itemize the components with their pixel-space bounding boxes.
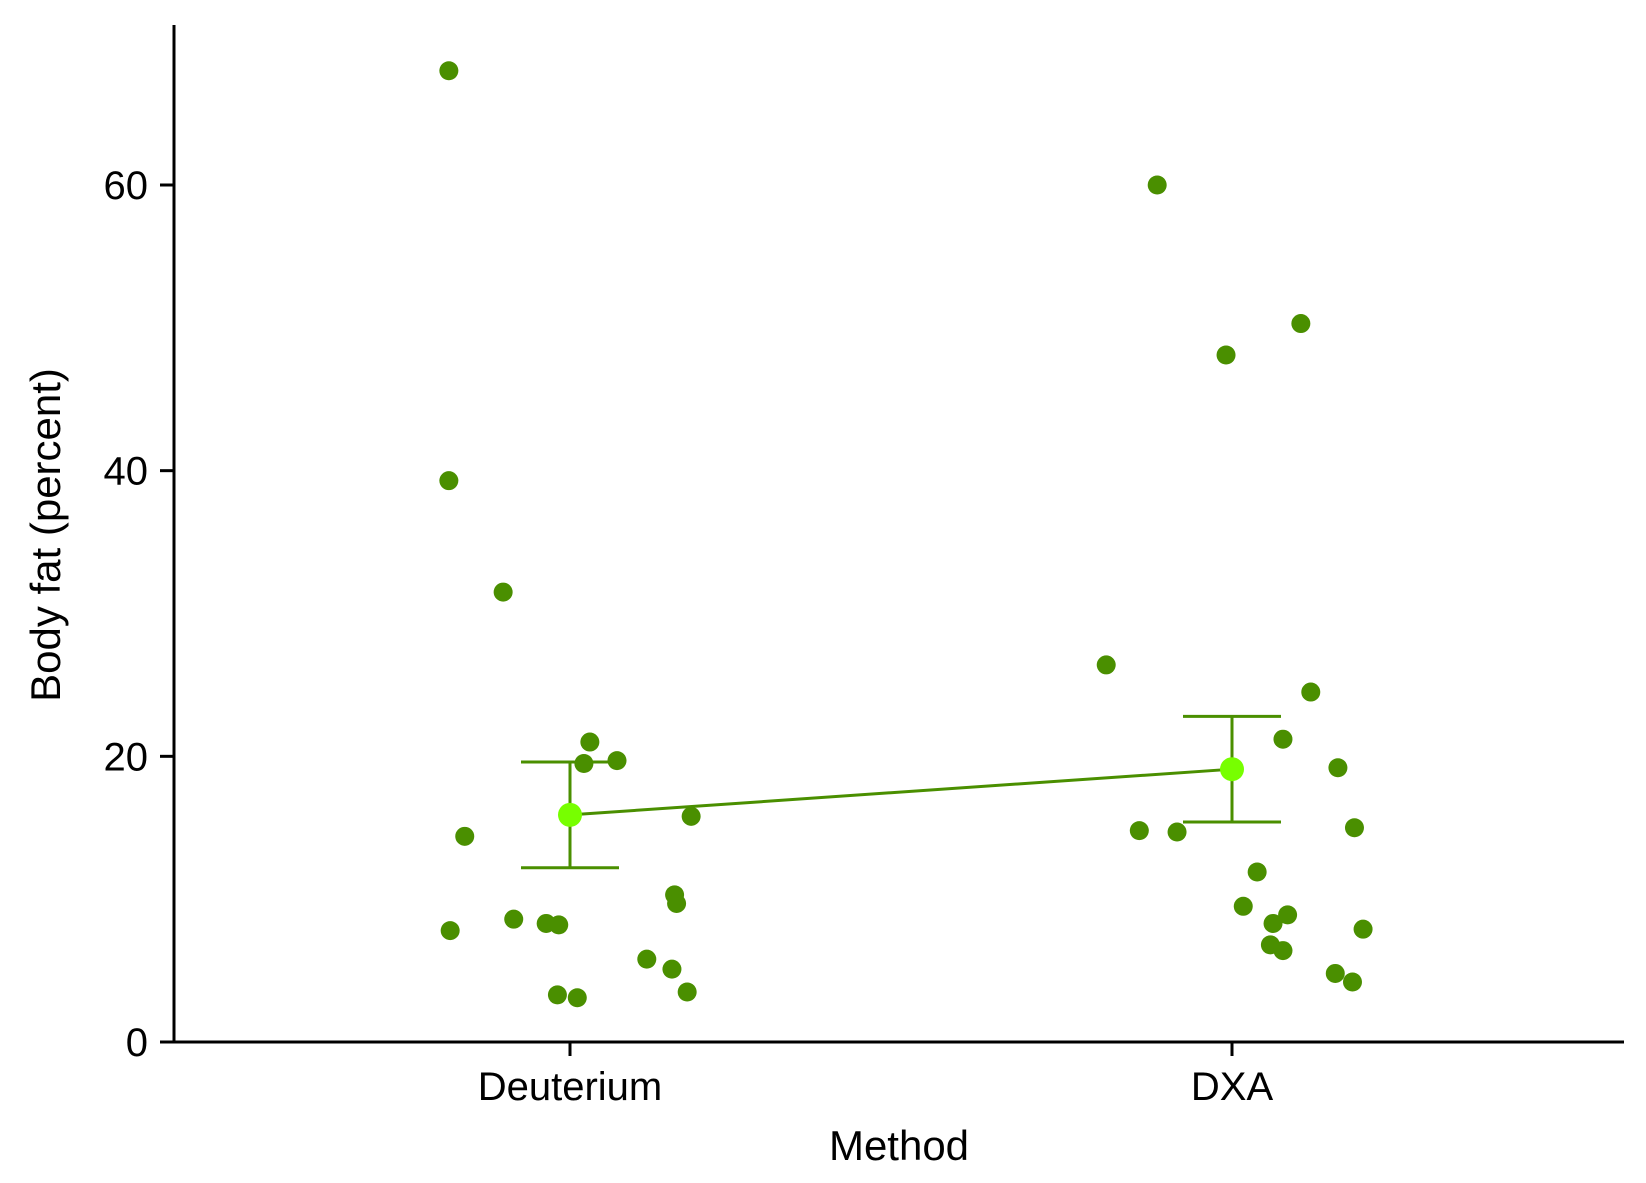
data-point (547, 985, 567, 1005)
data-point (439, 61, 459, 81)
data-point (1096, 655, 1116, 675)
mean-layer (521, 714, 1281, 870)
y-axis-title: Body fat (percent) (22, 368, 69, 702)
x-ticks: Deuterium DXA (478, 1042, 1274, 1109)
data-point (667, 893, 687, 913)
y-tick-label: 0 (126, 1021, 148, 1065)
data-point (1167, 822, 1187, 842)
y-tick-label: 20 (104, 735, 149, 779)
mean-connector-line (569, 767, 1233, 817)
data-point (455, 826, 475, 846)
data-point (1129, 821, 1149, 841)
data-point (1328, 758, 1348, 778)
axes (172, 25, 1624, 1044)
data-point (1291, 314, 1311, 334)
data-point (549, 915, 569, 935)
data-point (1344, 818, 1364, 838)
data-point (1247, 862, 1267, 882)
mean-point (1220, 757, 1244, 782)
data-point (1233, 896, 1253, 916)
data-point (1278, 905, 1298, 925)
data-point (1301, 682, 1321, 702)
y-tick-label: 40 (104, 450, 149, 494)
data-point (681, 806, 701, 826)
plot-area (439, 61, 1373, 1008)
data-point (567, 988, 587, 1008)
data-point (1353, 919, 1373, 939)
data-point (1342, 972, 1362, 992)
data-point (504, 909, 524, 929)
data-point (677, 982, 697, 1002)
x-tick-label: Deuterium (478, 1065, 663, 1109)
data-point (1325, 963, 1345, 983)
y-tick-label: 60 (104, 164, 149, 208)
data-point (440, 921, 460, 941)
data-point (637, 949, 657, 969)
data-point (1273, 941, 1293, 961)
data-point (662, 959, 682, 979)
data-point (1263, 913, 1283, 933)
x-axis-title: Method (829, 1122, 969, 1169)
data-point (1147, 175, 1167, 195)
data-point (1216, 345, 1236, 365)
data-point (580, 732, 600, 752)
data-point (439, 471, 459, 491)
x-tick-label: DXA (1191, 1065, 1274, 1109)
mean-point (558, 802, 582, 827)
data-point (1273, 729, 1293, 749)
y-ticks: 0 20 40 60 (104, 164, 174, 1065)
data-point (493, 582, 513, 602)
